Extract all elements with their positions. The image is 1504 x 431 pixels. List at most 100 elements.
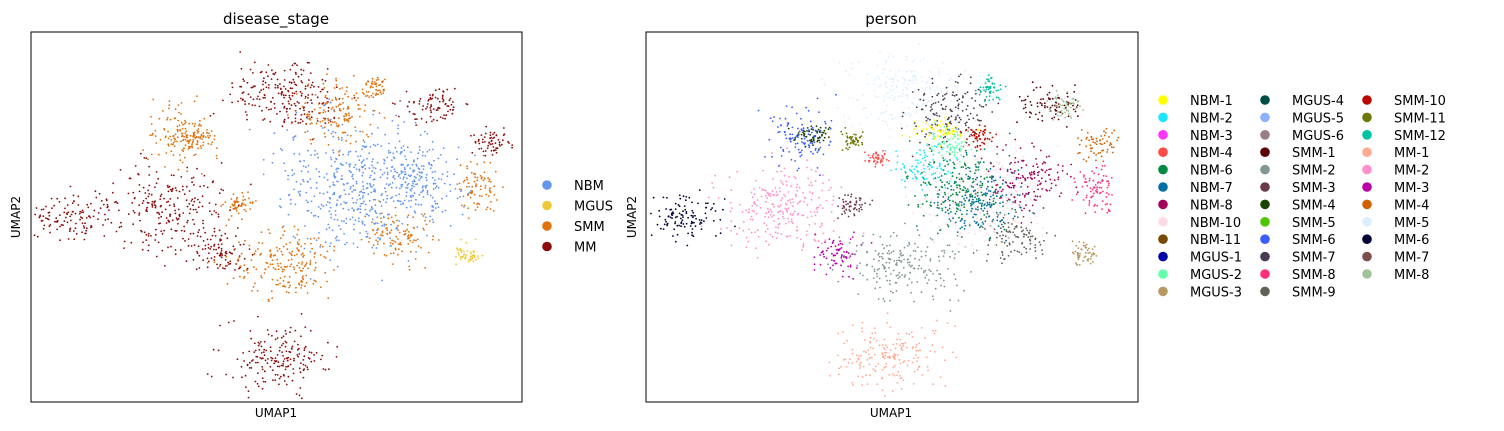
data-point xyxy=(277,92,280,95)
data-point xyxy=(160,215,163,218)
data-point xyxy=(283,230,286,233)
data-point xyxy=(159,198,162,201)
data-point xyxy=(873,83,876,86)
data-point xyxy=(832,199,835,202)
data-point xyxy=(474,154,476,157)
data-point xyxy=(405,206,408,209)
data-point xyxy=(341,123,344,126)
data-point xyxy=(822,174,824,177)
data-point xyxy=(959,227,962,230)
data-point xyxy=(874,331,877,334)
data-point xyxy=(869,346,872,349)
data-point xyxy=(1000,230,1003,233)
data-point xyxy=(791,205,794,207)
data-point xyxy=(208,202,211,204)
data-point xyxy=(376,89,379,92)
data-point xyxy=(951,218,954,221)
data-point xyxy=(936,94,939,97)
data-point xyxy=(68,230,71,233)
data-point xyxy=(978,195,981,197)
data-point xyxy=(159,195,162,198)
data-point xyxy=(951,193,954,196)
data-point xyxy=(479,188,482,191)
data-point xyxy=(326,91,329,93)
data-point xyxy=(821,207,824,210)
data-point xyxy=(370,85,373,88)
data-point xyxy=(674,208,677,211)
data-point xyxy=(763,222,765,225)
data-point xyxy=(152,132,154,135)
data-point xyxy=(1076,104,1079,107)
data-point xyxy=(1015,150,1018,152)
data-point xyxy=(776,232,779,235)
data-point xyxy=(958,233,961,236)
data-point xyxy=(885,81,887,84)
data-point xyxy=(891,291,894,294)
data-point xyxy=(457,146,460,149)
data-point xyxy=(898,256,901,259)
data-point xyxy=(960,166,963,169)
data-point xyxy=(318,232,320,234)
data-point xyxy=(118,209,120,212)
data-point xyxy=(199,185,202,188)
data-point xyxy=(308,111,310,113)
data-point xyxy=(291,250,293,253)
data-point xyxy=(260,357,263,360)
data-point xyxy=(988,172,991,174)
data-point xyxy=(927,117,929,120)
data-point xyxy=(334,96,337,99)
data-point xyxy=(894,347,897,350)
data-point xyxy=(325,172,328,175)
data-point xyxy=(281,149,284,152)
person-panel: person UMAP1 UMAP2 NBM-1NBM-2NBM-3NBM-4N… xyxy=(625,10,1446,420)
data-point xyxy=(885,362,888,365)
data-point xyxy=(376,240,379,243)
data-point xyxy=(380,212,383,215)
data-point xyxy=(478,142,481,145)
data-point xyxy=(806,166,808,169)
data-point xyxy=(298,239,301,241)
data-point xyxy=(932,383,935,386)
data-point xyxy=(852,324,854,327)
data-point xyxy=(947,73,949,76)
data-point xyxy=(283,107,285,109)
data-point xyxy=(984,228,986,230)
data-point xyxy=(309,250,312,253)
data-point xyxy=(976,162,979,165)
data-point xyxy=(285,333,287,335)
data-point xyxy=(843,115,845,117)
data-point xyxy=(441,197,443,200)
data-point xyxy=(1048,91,1051,94)
data-point xyxy=(293,152,296,155)
data-point xyxy=(723,198,726,200)
data-point xyxy=(346,134,349,137)
data-point xyxy=(181,127,184,130)
data-point xyxy=(1096,204,1099,207)
data-point xyxy=(771,203,774,206)
data-point xyxy=(313,237,315,240)
data-point xyxy=(868,363,871,365)
data-point xyxy=(909,265,912,268)
data-point xyxy=(889,299,891,302)
data-point xyxy=(234,269,236,271)
data-point xyxy=(361,222,364,225)
data-point xyxy=(949,310,952,312)
data-point xyxy=(991,197,994,200)
data-point xyxy=(436,202,439,205)
data-point xyxy=(241,376,243,379)
data-point xyxy=(954,253,957,256)
data-point xyxy=(279,282,281,285)
data-point xyxy=(774,187,777,189)
data-point xyxy=(377,236,380,239)
data-point xyxy=(941,148,943,151)
data-point xyxy=(334,210,337,212)
data-point xyxy=(324,80,327,82)
data-point xyxy=(305,199,308,202)
data-point xyxy=(394,146,397,149)
data-point xyxy=(780,170,782,173)
data-point xyxy=(778,165,780,167)
data-point xyxy=(170,190,173,193)
data-point xyxy=(294,120,297,123)
data-point xyxy=(998,163,1000,166)
data-point xyxy=(264,359,267,362)
